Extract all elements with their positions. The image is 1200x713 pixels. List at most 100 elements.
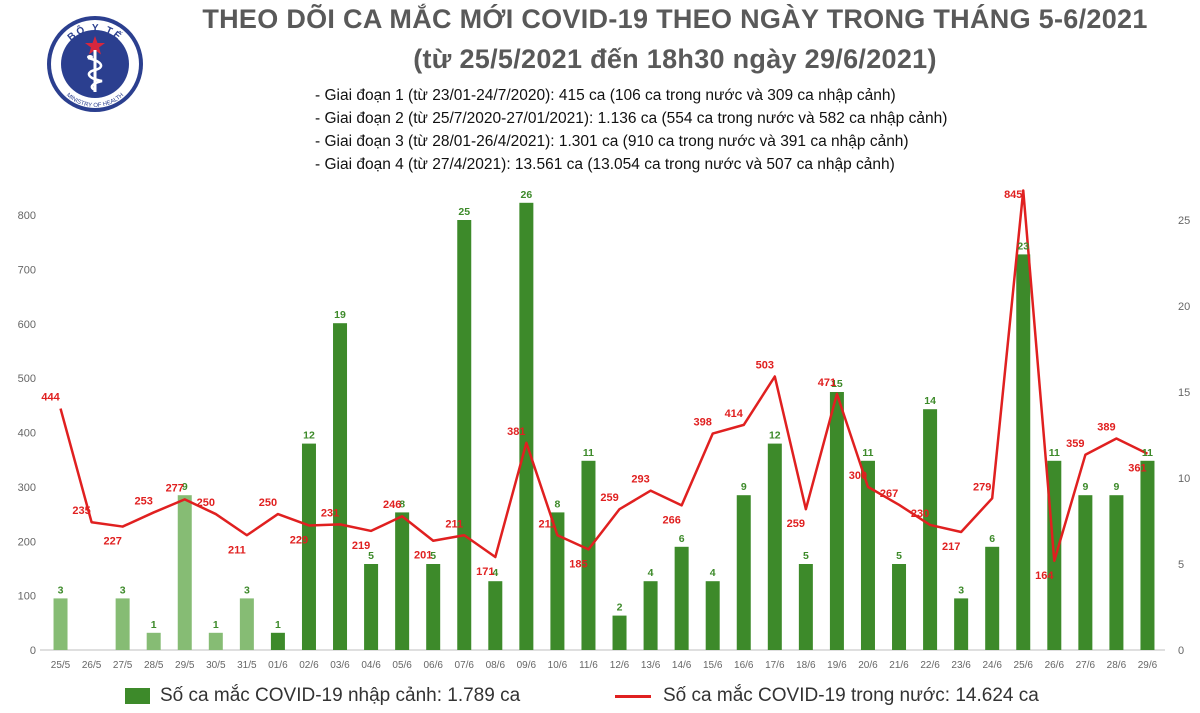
line-value-label: 389 xyxy=(1097,421,1115,433)
line-value-label: 300 xyxy=(849,470,867,482)
bar-value-label: 1 xyxy=(213,619,219,631)
bar-value-label: 15 xyxy=(831,378,843,390)
import-bar xyxy=(1016,254,1031,650)
y-right-tick-label: 20 xyxy=(1178,301,1190,313)
line-value-label: 293 xyxy=(631,474,649,486)
import-bar xyxy=(426,564,441,650)
import-bar xyxy=(270,632,285,650)
bar-value-label: 3 xyxy=(244,584,250,596)
phase-2-text: - Giai đoạn 2 (từ 25/7/2020-27/01/2021):… xyxy=(315,110,948,127)
import-bar xyxy=(395,512,410,650)
x-tick-label: 27/6 xyxy=(1076,660,1096,671)
bar-value-label: 1 xyxy=(275,619,281,631)
line-value-label: 361 xyxy=(1128,463,1146,475)
line-value-label: 231 xyxy=(321,507,339,519)
line-value-label: 211 xyxy=(539,518,557,530)
line-value-label: 266 xyxy=(662,514,680,526)
line-value-label: 359 xyxy=(1066,438,1084,450)
x-tick-label: 26/6 xyxy=(1045,660,1065,671)
line-value-label: 381 xyxy=(507,426,525,438)
line-value-label: 246 xyxy=(383,499,401,511)
bar-value-label: 9 xyxy=(1082,481,1088,493)
x-tick-label: 08/6 xyxy=(486,660,506,671)
import-bar xyxy=(333,323,348,650)
bar-value-label: 11 xyxy=(1049,447,1060,459)
x-tick-label: 21/6 xyxy=(889,660,909,671)
bar-value-label: 19 xyxy=(334,309,346,321)
domestic-cases-line xyxy=(59,189,1149,563)
import-bar xyxy=(1140,460,1155,650)
x-tick-label: 13/6 xyxy=(641,660,661,671)
legend-import: Số ca mắc COVID-19 nhập cảnh: 1.789 ca xyxy=(125,682,520,710)
x-tick-label: 01/6 xyxy=(268,660,288,671)
line-value-label: 503 xyxy=(756,359,774,371)
phase-4-text: - Giai đoạn 4 (từ 27/4/2021): 13.561 ca … xyxy=(315,156,895,173)
import-bar xyxy=(115,598,130,650)
import-bar xyxy=(612,615,627,650)
x-tick-label: 20/6 xyxy=(858,660,878,671)
y-left-tick-label: 800 xyxy=(18,210,36,222)
line-value-label: 235 xyxy=(72,505,90,517)
legend-bar-swatch xyxy=(125,688,150,704)
bar-value-label: 8 xyxy=(554,498,560,510)
import-bar xyxy=(208,632,223,650)
bar-value-label: 5 xyxy=(430,550,436,562)
bar-value-label: 11 xyxy=(862,447,873,459)
x-tick-label: 18/6 xyxy=(796,660,816,671)
x-tick-label: 29/6 xyxy=(1138,660,1158,671)
import-bar xyxy=(1109,495,1124,650)
import-bar xyxy=(829,392,844,650)
x-tick-label: 11/6 xyxy=(579,660,598,671)
x-tick-label: 22/6 xyxy=(920,660,940,671)
import-bar xyxy=(239,598,254,650)
line-value-label: 211 xyxy=(228,544,246,556)
import-bar xyxy=(736,495,751,650)
x-tick-label: 30/5 xyxy=(206,660,226,671)
line-value-label: 229 xyxy=(290,534,308,546)
line-value-label: 219 xyxy=(352,540,370,552)
bar-value-label: 6 xyxy=(679,533,685,545)
line-value-label: 164 xyxy=(1035,570,1054,582)
import-bar xyxy=(364,564,379,650)
import-bar xyxy=(705,581,720,650)
x-tick-label: 10/6 xyxy=(548,660,568,671)
ministry-of-health-logo: BỘ Y TẾ MINISTRY OF HEALTH xyxy=(47,16,143,112)
x-tick-label: 15/6 xyxy=(703,660,723,671)
bar-value-label: 25 xyxy=(458,206,470,218)
bar-value-label: 12 xyxy=(769,430,781,442)
bar-value-label: 1 xyxy=(151,619,157,631)
import-bar xyxy=(1078,495,1093,650)
import-bar xyxy=(519,202,534,651)
x-tick-label: 28/6 xyxy=(1107,660,1127,671)
x-tick-label: 12/6 xyxy=(610,660,630,671)
x-tick-label: 03/6 xyxy=(330,660,350,671)
line-value-label: 471 xyxy=(818,377,836,389)
x-tick-label: 17/6 xyxy=(765,660,785,671)
import-bar xyxy=(798,564,813,650)
line-value-label: 230 xyxy=(911,508,929,520)
line-value-label: 201 xyxy=(414,550,432,562)
x-tick-label: 27/5 xyxy=(113,660,133,671)
y-left-tick-label: 0 xyxy=(30,645,36,657)
import-bar xyxy=(301,443,316,650)
line-value-label: 250 xyxy=(259,497,277,509)
bar-value-label: 6 xyxy=(989,533,995,545)
import-bar xyxy=(53,598,68,650)
import-bar xyxy=(985,546,1000,650)
legend-domestic-label: Số ca mắc COVID-19 trong nước: 14.624 ca xyxy=(663,685,1039,706)
import-bar xyxy=(767,443,782,650)
import-bar xyxy=(674,546,689,650)
bar-value-label: 5 xyxy=(803,550,809,562)
x-tick-label: 28/5 xyxy=(144,660,164,671)
x-tick-label: 24/6 xyxy=(982,660,1002,671)
bar-value-label: 3 xyxy=(120,584,126,596)
phase-1-text: - Giai đoạn 1 (từ 23/01-24/7/2020): 415 … xyxy=(315,87,896,104)
chart-subtitle: (từ 25/5/2021 đến 18h30 ngày 29/6/2021) xyxy=(413,44,937,74)
x-tick-label: 31/5 xyxy=(237,660,257,671)
y-right-tick-label: 15 xyxy=(1178,387,1190,399)
line-value-label: 250 xyxy=(197,497,215,509)
y-left-tick-label: 300 xyxy=(18,482,36,494)
x-tick-label: 09/6 xyxy=(517,660,537,671)
import-bar xyxy=(860,460,875,650)
